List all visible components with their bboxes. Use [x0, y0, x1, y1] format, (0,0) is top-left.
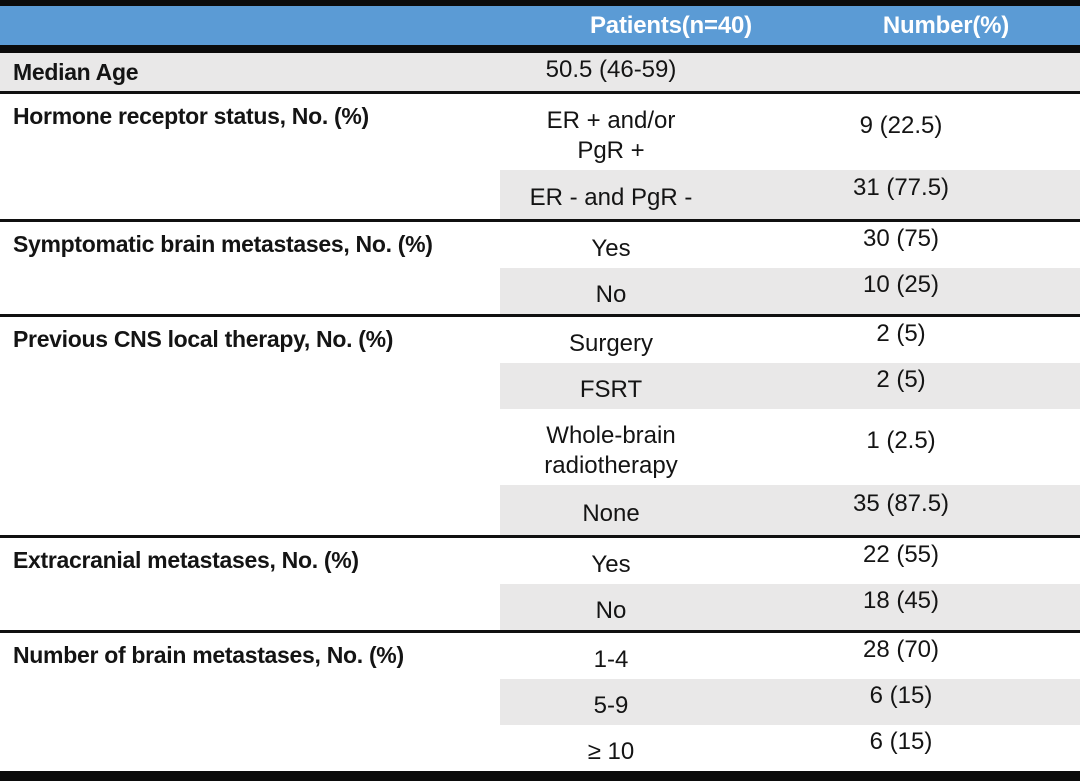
row-label: Median Age	[0, 49, 500, 93]
table-row: Previous CNS local therapy, No. (%) Surg…	[0, 313, 1080, 537]
table-row: None 35 (87.5)	[0, 484, 1080, 537]
value-cell: 10 (25)	[722, 267, 1080, 315]
table-row: Median Age 50.5 (46-59)	[0, 49, 1080, 93]
category-cell: Yes	[500, 535, 722, 584]
header-patients: Patients(n=40)	[500, 3, 752, 53]
category-cell: No	[500, 584, 722, 632]
header-empty-cell	[0, 3, 500, 53]
category-cell: No	[500, 267, 722, 315]
value-cell: 31 (77.5)	[722, 170, 1080, 220]
hormone-receptor-section: Hormone receptor status, No. (%) ER + an…	[0, 91, 1080, 220]
value-cell: 6 (15)	[722, 679, 1080, 725]
table-row: Whole-brain radiotherapy 1 (2.5)	[0, 409, 1080, 485]
header-number: Number(%)	[722, 3, 1080, 53]
table-row: ≥ 10 6 (15)	[0, 725, 1080, 776]
value-cell: 30 (75)	[722, 218, 1080, 268]
table-row: 5-9 6 (15)	[0, 679, 1080, 725]
value-cell: 6 (15)	[869, 728, 933, 755]
group-label: Symptomatic brain metastases, No. (%)	[0, 218, 500, 315]
value-cell: 9 (22.5)	[722, 91, 1080, 170]
median-age-section: Median Age 50.5 (46-59)	[0, 49, 1080, 93]
category-cell: 50.5 (46-59)	[500, 49, 722, 93]
table-row: No 18 (45)	[0, 584, 1080, 632]
number-brain-metastases-section: Number of brain metastases, No. (%) 1-4 …	[0, 630, 1080, 776]
category-cell: None	[500, 484, 722, 537]
header-row: Patients(n=40) Number(%)	[0, 3, 1080, 53]
previous-cns-therapy-section: Previous CNS local therapy, No. (%) Surg…	[0, 313, 1080, 537]
value-cell: 2 (5)	[722, 313, 1080, 363]
category-cell: FSRT	[500, 362, 722, 409]
value-cell: 28 (70)	[722, 630, 1080, 679]
table-row: FSRT 2 (5)	[0, 362, 1080, 409]
category-cell: Whole-brain radiotherapy	[544, 421, 678, 479]
group-label: Previous CNS local therapy, No. (%)	[0, 313, 500, 537]
symptomatic-metastases-section: Symptomatic brain metastases, No. (%) Ye…	[0, 218, 1080, 315]
group-label: Hormone receptor status, No. (%)	[0, 91, 500, 220]
value-cell: 22 (55)	[722, 535, 1080, 584]
value-cell	[722, 49, 1080, 93]
table-row: Symptomatic brain metastases, No. (%) Ye…	[0, 218, 1080, 315]
table-header: Patients(n=40) Number(%)	[0, 3, 1080, 53]
table-row: Extracranial metastases, No. (%) Yes 22 …	[0, 535, 1080, 632]
category-cell: 1-4	[500, 630, 722, 679]
value-cell: 1 (2.5)	[866, 426, 936, 454]
value-cell: 35 (87.5)	[722, 484, 1080, 537]
table-row: Hormone receptor status, No. (%) ER + an…	[0, 91, 1080, 220]
table-row: ER - and PgR - 31 (77.5)	[0, 170, 1080, 220]
table-row: No 10 (25)	[0, 267, 1080, 315]
category-cell: ER + and/or PgR +	[500, 91, 722, 170]
extracranial-metastases-section: Extracranial metastases, No. (%) Yes 22 …	[0, 535, 1080, 632]
category-cell: 5-9	[500, 679, 722, 725]
category-cell: ≥ 10	[587, 738, 635, 765]
value-cell: 18 (45)	[722, 584, 1080, 632]
category-cell: Yes	[500, 218, 722, 268]
table-row: Number of brain metastases, No. (%) 1-4 …	[0, 630, 1080, 776]
category-cell: Surgery	[500, 313, 722, 363]
category-cell: ER - and PgR -	[500, 170, 722, 220]
group-label: Number of brain metastases, No. (%)	[0, 630, 500, 776]
group-label: Extracranial metastases, No. (%)	[0, 535, 500, 632]
value-cell: 2 (5)	[722, 362, 1080, 409]
